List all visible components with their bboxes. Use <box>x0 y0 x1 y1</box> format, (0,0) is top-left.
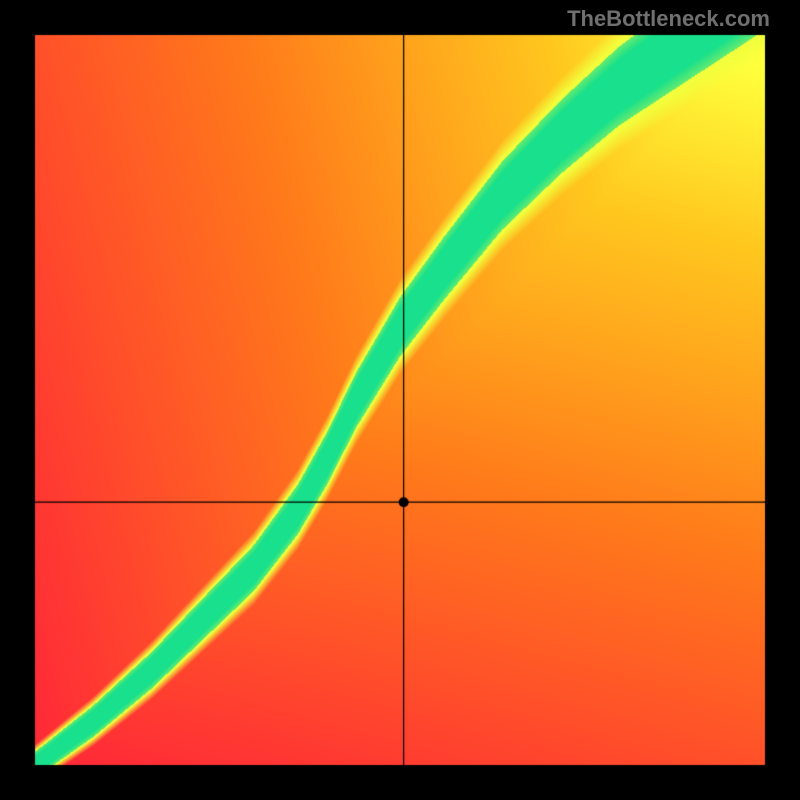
heatmap-canvas <box>0 0 800 800</box>
watermark-text: TheBottleneck.com <box>567 6 770 32</box>
chart-container: TheBottleneck.com <box>0 0 800 800</box>
